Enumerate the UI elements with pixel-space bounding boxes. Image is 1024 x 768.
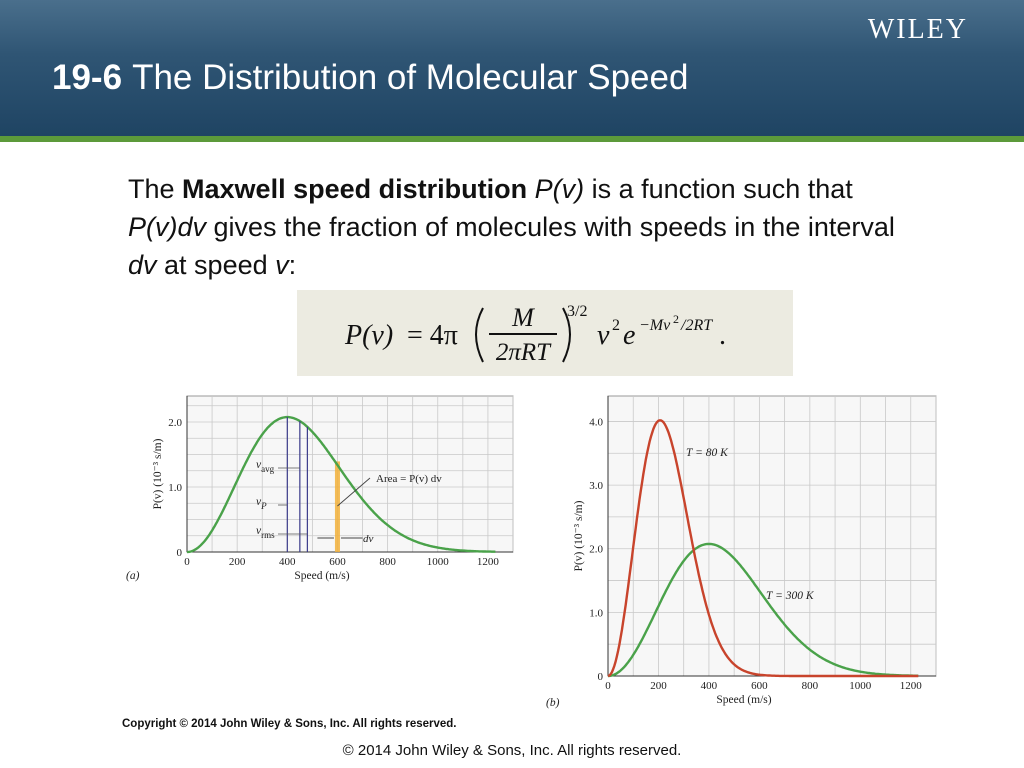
speed-distribution-chart-a: 0 200 400 600 800 1000 1200 0 1.0 2.0 Speed (m/s) P… (120, 388, 520, 588)
curve-80K (607, 419, 919, 678)
x-tick-label: 600 (329, 556, 346, 568)
formula-box: P(v) = 4π M 2πRT 3/2 v 2 e −Mv 2 /2RT . (297, 290, 793, 376)
y-axis-label: P(v) (10⁻³ s/m) (573, 500, 585, 571)
formula-v: v (597, 320, 610, 351)
x-tick-label: 1000 (427, 556, 450, 568)
wiley-logo: WILEY (867, 14, 968, 45)
y-axis-label: P(v) (10⁻³ s/m) (152, 438, 164, 509)
formula-eq: = 4π (407, 320, 458, 351)
y-tick-label: 0 (177, 547, 183, 559)
text-run: at speed (156, 250, 276, 280)
area-leader (337, 477, 371, 507)
term-dv: dv (128, 250, 157, 280)
formula-v-exp: 2 (612, 317, 620, 334)
chart-a-svg: 0 200 400 600 800 1000 1200 0 1.0 2.0 Speed (m/s) P… (126, 395, 514, 582)
y-tick-label: 3.0 (589, 480, 603, 492)
marker-label-v_avg: vavg (256, 459, 275, 474)
x-tick-label: 400 (701, 680, 718, 692)
text-run: gives the fraction of molecules with spe… (206, 212, 895, 242)
x-tick-label: 0 (184, 556, 190, 568)
formula-lhs: P(v) (344, 320, 393, 351)
formula-numerator: M (511, 303, 535, 332)
marker-label-v_rms: vrms (256, 525, 275, 540)
plot-area (607, 395, 937, 677)
text-run: : (288, 250, 297, 280)
paren-left (475, 307, 484, 363)
x-tick-label: 1200 (900, 680, 923, 692)
text-run (527, 174, 535, 204)
x-axis-label: Speed (m/s) (716, 694, 771, 706)
paren-right (562, 307, 571, 363)
x-tick-label: 600 (751, 680, 768, 692)
series-label-80K: T = 80 K (686, 447, 729, 459)
y-tick-label: 4.0 (589, 416, 603, 428)
term-v: v (275, 250, 289, 280)
slide-footer: © 2014 John Wiley & Sons, Inc. All right… (342, 742, 682, 759)
dv-label: dv (363, 533, 374, 545)
x-tick-label: 400 (279, 556, 296, 568)
x-axis-label: Speed (m/s) (294, 570, 349, 582)
curve-300K (607, 542, 919, 678)
curve-300K (186, 415, 496, 554)
area-annotation: Area = P(v) dv (376, 473, 442, 485)
text-run: The (128, 174, 183, 204)
area-strip (334, 461, 340, 552)
y-tick-label: 2.0 (589, 544, 603, 556)
x-tick-label: 800 (379, 556, 396, 568)
slide-title: 19-6 The Distribution of Molecular Speed (52, 58, 688, 98)
y-tick-label: 0 (598, 671, 604, 683)
formula-power: 3/2 (567, 303, 587, 320)
series-label-300K: T = 300 K (766, 590, 815, 602)
y-tick-label: 2.0 (168, 417, 182, 429)
text-run: is a function such that (584, 174, 853, 204)
x-tick-label: 1000 (849, 680, 872, 692)
x-tick-label: 800 (802, 680, 819, 692)
panel-label: (a) (126, 570, 140, 582)
panel-label: (b) (546, 697, 560, 709)
x-tick-label: 200 (229, 556, 246, 568)
maxwell-formula: P(v) = 4π M 2πRT 3/2 v 2 e −Mv 2 /2RT . (344, 303, 726, 366)
x-tick-label: 1200 (477, 556, 500, 568)
slide-header (0, 0, 1024, 136)
header-stripe (0, 136, 1024, 142)
formula-e: e (623, 320, 635, 351)
formula-e-exp: −Mv (639, 317, 671, 334)
figure-copyright: Copyright © 2014 John Wiley & Sons, Inc.… (122, 718, 457, 730)
formula-e-exp-sq: 2 (673, 312, 679, 326)
formula-period: . (719, 320, 726, 351)
y-tick-label: 1.0 (168, 482, 182, 494)
formula-denominator: 2πRT (496, 339, 552, 366)
definition-paragraph: The Maxwell speed distribution P(v) is a… (128, 170, 928, 284)
term-pv: P(v) (534, 174, 585, 204)
y-tick-label: 1.0 (589, 607, 603, 619)
marker-label-v_P: vP (256, 496, 267, 511)
term-pvdv: P(v)dv (128, 212, 207, 242)
speed-distribution-chart-b: 0 200 400 600 800 1000 1200 0 1.0 2.0 3.0 4.0 Speed … (540, 388, 940, 710)
chart-b-svg: 0 200 400 600 800 1000 1200 0 1.0 2.0 3.0 4.0 Speed … (546, 395, 937, 709)
plot-area (186, 395, 514, 553)
x-tick-label: 0 (605, 680, 611, 692)
section-number: 19-6 (52, 58, 123, 97)
title-text: The Distribution of Molecular Speed (132, 58, 689, 97)
term-maxwell: Maxwell speed distribution (182, 174, 528, 204)
x-tick-label: 200 (650, 680, 667, 692)
formula-e-exp-den: /2RT (680, 317, 713, 334)
